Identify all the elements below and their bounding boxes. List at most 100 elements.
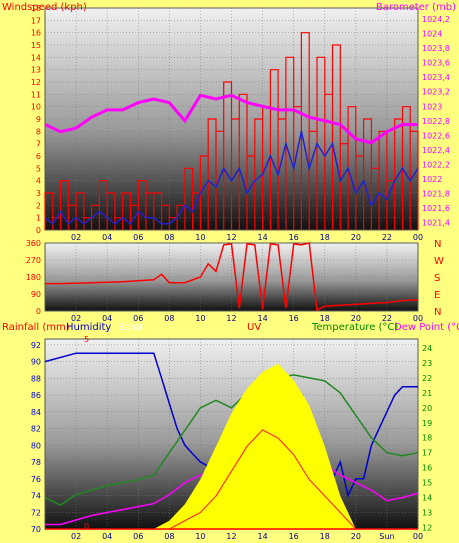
temperature-axis-label: Temperature (°C) [311, 322, 398, 333]
wind-xtick: 08 [164, 233, 174, 242]
temperature-ytick-right: 14 [422, 494, 432, 503]
windspeed-ytick: 5 [36, 164, 41, 173]
temp-xtick: 00 [413, 532, 423, 541]
temp-xtick: 08 [164, 532, 174, 541]
direction-xtick: 00 [413, 314, 423, 323]
rainfall-axis-label: Rainfall (mm) [2, 322, 70, 333]
barometer-ytick-right: 1021,6 [422, 204, 450, 213]
barometer-series [44, 93, 418, 145]
compass-label: S [434, 273, 440, 284]
direction-ytick: 270 [26, 256, 41, 265]
wind-xtick: 14 [257, 233, 267, 242]
solar-series [153, 363, 356, 529]
wind-xtick: 18 [320, 233, 330, 242]
humidity-ytick: 78 [31, 458, 41, 467]
barometer-ytick-right: 1023,8 [422, 44, 450, 53]
windspeed-ytick: 11 [31, 90, 41, 99]
barometer-axis-label: Barometer (mb) [376, 2, 456, 13]
windspeed-ytick: 18 [31, 4, 41, 13]
windgust-series [44, 32, 419, 230]
dewpoint-axis-label: Dew Point (°C) [394, 322, 459, 333]
compass-label: W [434, 256, 444, 267]
wind-xtick: 12 [226, 233, 236, 242]
direction-xtick: 12 [226, 314, 236, 323]
direction-xtick: 06 [133, 314, 143, 323]
humidity-ytick: 76 [31, 475, 41, 484]
direction-ytick: 0 [36, 307, 41, 316]
compass-label: E [434, 290, 440, 301]
windspeed-ytick: 8 [36, 127, 41, 136]
windspeed-ytick: 9 [36, 115, 41, 124]
direction-xtick: 10 [195, 314, 205, 323]
temperature-ytick-right: 15 [422, 479, 432, 488]
direction-xtick: 08 [164, 314, 174, 323]
wind-xtick: 02 [71, 233, 81, 242]
direction-xtick: 16 [289, 314, 299, 323]
temp-xtick: 10 [195, 532, 205, 541]
temperature-series [44, 374, 419, 506]
wind-xtick: 06 [133, 233, 143, 242]
wind-xtick: 22 [382, 233, 392, 242]
windspeed-ytick: 15 [31, 41, 41, 50]
humidity-ytick: 88 [31, 374, 41, 383]
windspeed-ytick: 0 [36, 226, 41, 235]
direction-xtick: 20 [351, 314, 361, 323]
wind-xtick: 00 [413, 233, 423, 242]
windspeed-series [44, 131, 419, 225]
temperature-ytick-right: 19 [422, 419, 432, 428]
uv-axis-label: UV [247, 322, 261, 333]
temp-xtick: 20 [351, 532, 361, 541]
windspeed-ytick: 16 [31, 29, 41, 38]
barometer-ytick-right: 1024 [422, 29, 442, 38]
temp-xtick: 16 [289, 532, 299, 541]
wind-xtick: 04 [102, 233, 112, 242]
direction-xtick: 04 [102, 314, 112, 323]
barometer-ytick-right: 1022 [422, 175, 442, 184]
humidity-ytick: 90 [31, 358, 41, 367]
windspeed-ytick: 3 [36, 189, 41, 198]
direction-ytick: 180 [26, 273, 41, 282]
wind-xtick: 16 [289, 233, 299, 242]
temp-xtick: 18 [320, 532, 330, 541]
direction-xtick: 22 [382, 314, 392, 323]
barometer-ytick-right: 1022,6 [422, 131, 450, 140]
temperature-ytick-right: 21 [422, 389, 432, 398]
humidity-axis-label: Humidity [66, 322, 111, 333]
temperature-ytick-right: 20 [422, 404, 432, 413]
temp-xtick: 12 [226, 532, 236, 541]
humidity-ytick: 72 [31, 508, 41, 517]
direction-ytick: 360 [26, 239, 41, 248]
direction-ytick: 90 [31, 290, 41, 299]
barometer-ytick-right: 1021,8 [422, 190, 450, 199]
barometer-ytick-right: 1023,6 [422, 59, 450, 68]
barometer-ytick-right: 1022,2 [422, 160, 450, 169]
windspeed-ytick: 14 [31, 53, 41, 62]
rainfall-ytick: 5 [84, 335, 89, 344]
temp-xtick: 02 [71, 532, 81, 541]
temperature-ytick-right: 17 [422, 449, 432, 458]
barometer-ytick-right: 1022,4 [422, 146, 450, 155]
temperature-ytick-right: 12 [422, 524, 432, 533]
compass-label: N [434, 307, 441, 318]
humidity-ytick: 86 [31, 391, 41, 400]
humidity-ytick: 82 [31, 425, 41, 434]
direction-xtick: 02 [71, 314, 81, 323]
rainfall-ytick: 0 [84, 522, 89, 531]
windspeed-axis-label: Windspeed (kph) [2, 2, 87, 13]
wind-xtick: 20 [351, 233, 361, 242]
compass-label: N [434, 239, 441, 250]
humidity-ytick: 92 [31, 341, 41, 350]
windspeed-ytick: 17 [31, 16, 41, 25]
direction-xtick: 14 [257, 314, 267, 323]
windspeed-ytick: 4 [36, 177, 41, 186]
barometer-ytick-right: 1023,4 [422, 73, 450, 82]
wind-xtick: 10 [195, 233, 205, 242]
humidity-ytick: 74 [31, 492, 41, 501]
temperature-ytick-right: 23 [422, 359, 432, 368]
barometer-ytick-right: 1023,2 [422, 88, 450, 97]
temp-xtick: Sun [379, 532, 394, 541]
direction-series [45, 242, 419, 312]
temp-xtick: 14 [257, 532, 267, 541]
temperature-ytick-right: 22 [422, 374, 432, 383]
uv-series [169, 429, 357, 530]
